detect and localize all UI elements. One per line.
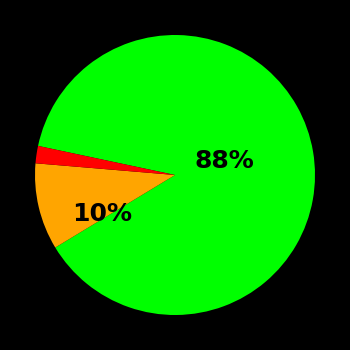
- Wedge shape: [35, 146, 175, 175]
- Wedge shape: [35, 163, 175, 247]
- Text: 88%: 88%: [194, 149, 254, 173]
- Wedge shape: [38, 35, 315, 315]
- Text: 10%: 10%: [72, 202, 132, 226]
